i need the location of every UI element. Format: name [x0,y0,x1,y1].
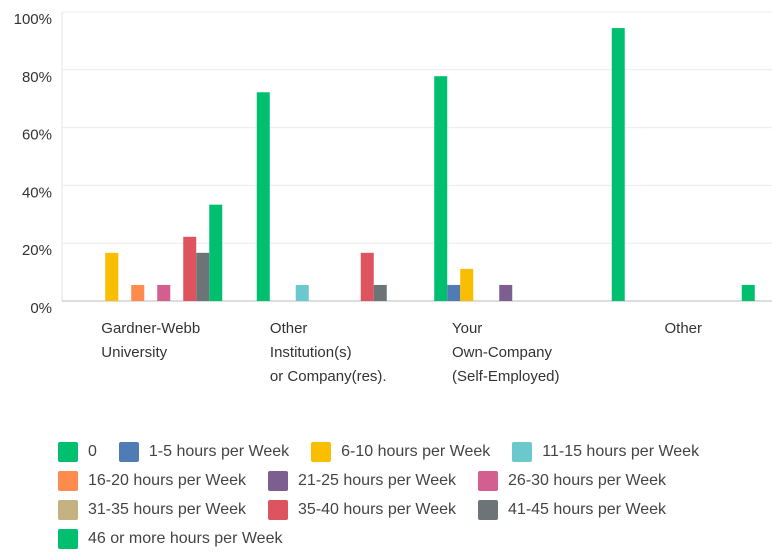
x-tick-label: Gardner-Webb University [101,320,201,361]
bar [360,252,374,301]
bar [105,252,119,301]
bar [196,252,210,301]
bar [256,92,270,301]
x-tick-label: Other Institution(s) or Company(res). [269,320,387,385]
legend-item: 21-25 hours per Week [268,469,456,493]
legend-label: 21-25 hours per Week [298,472,457,489]
legend-item: 11-15 hours per Week [512,440,699,464]
y-tick-label: 0% [30,300,52,317]
legend-swatch [118,442,139,462]
bar [157,284,171,301]
legend-swatch [268,471,289,491]
legend-swatch [478,471,499,491]
bar [499,284,513,301]
y-tick-label: 60% [22,127,52,144]
bar [611,28,625,302]
legend-swatch [58,442,78,462]
legend-swatch [58,471,78,491]
plot: 0% 20% 40% 60% 80% 100% [14,11,772,317]
x-tick-label: Your Own-Company (Self-Employed) [451,320,560,385]
legend-label: 6-10 hours per Week [341,443,491,460]
legend-swatch [478,500,499,520]
legend-label: 35-40 hours per Week [298,501,457,518]
legend-label: 16-20 hours per Week [88,472,247,489]
legend-item: 35-40 hours per Week [268,498,456,522]
y-tick-label: 100% [14,11,52,28]
bar [295,284,309,301]
legend-item: 1-5 hours per Week [118,440,290,464]
legend-swatch [58,500,78,520]
legend-swatch [58,529,78,549]
y-tick-label: 20% [22,242,52,259]
legend-label: 46 or more hours per Week [88,530,283,547]
legend-swatch [512,442,533,462]
legend-swatch [268,500,289,520]
x-tick-label: Other [664,320,703,337]
legend-item: 6-10 hours per Week [311,440,490,464]
legend-item: 26-30 hours per Week [478,469,666,493]
legend-label: 31-35 hours per Week [88,501,247,518]
legend-item: 16-20 hours per Week [58,469,246,493]
legend-item: 46 or more hours per Week [58,527,282,551]
y-tick-label: 40% [22,184,52,201]
bar [434,76,448,302]
bar [373,284,387,301]
bar [131,284,145,301]
legend-item: 41-45 hours per Week [478,498,666,522]
legend: 0 1-5 hours per Week 6-10 hours per Week 11… [58,440,770,551]
legend-label: 41-45 hours per Week [508,501,667,518]
bar [460,268,474,301]
bar [209,204,223,301]
legend-item: 31-35 hours per Week [58,498,246,522]
legend-label: 26-30 hours per Week [508,472,667,489]
bar [183,236,197,301]
legend-label: 11-15 hours per Week [542,443,700,460]
bar [741,284,755,301]
legend-swatch [311,442,332,462]
legend-item: 0 [58,440,97,464]
y-tick-label: 80% [22,69,52,86]
bar [447,284,461,301]
legend-label: 0 [88,443,97,460]
legend-label: 1-5 hours per Week [148,443,290,460]
